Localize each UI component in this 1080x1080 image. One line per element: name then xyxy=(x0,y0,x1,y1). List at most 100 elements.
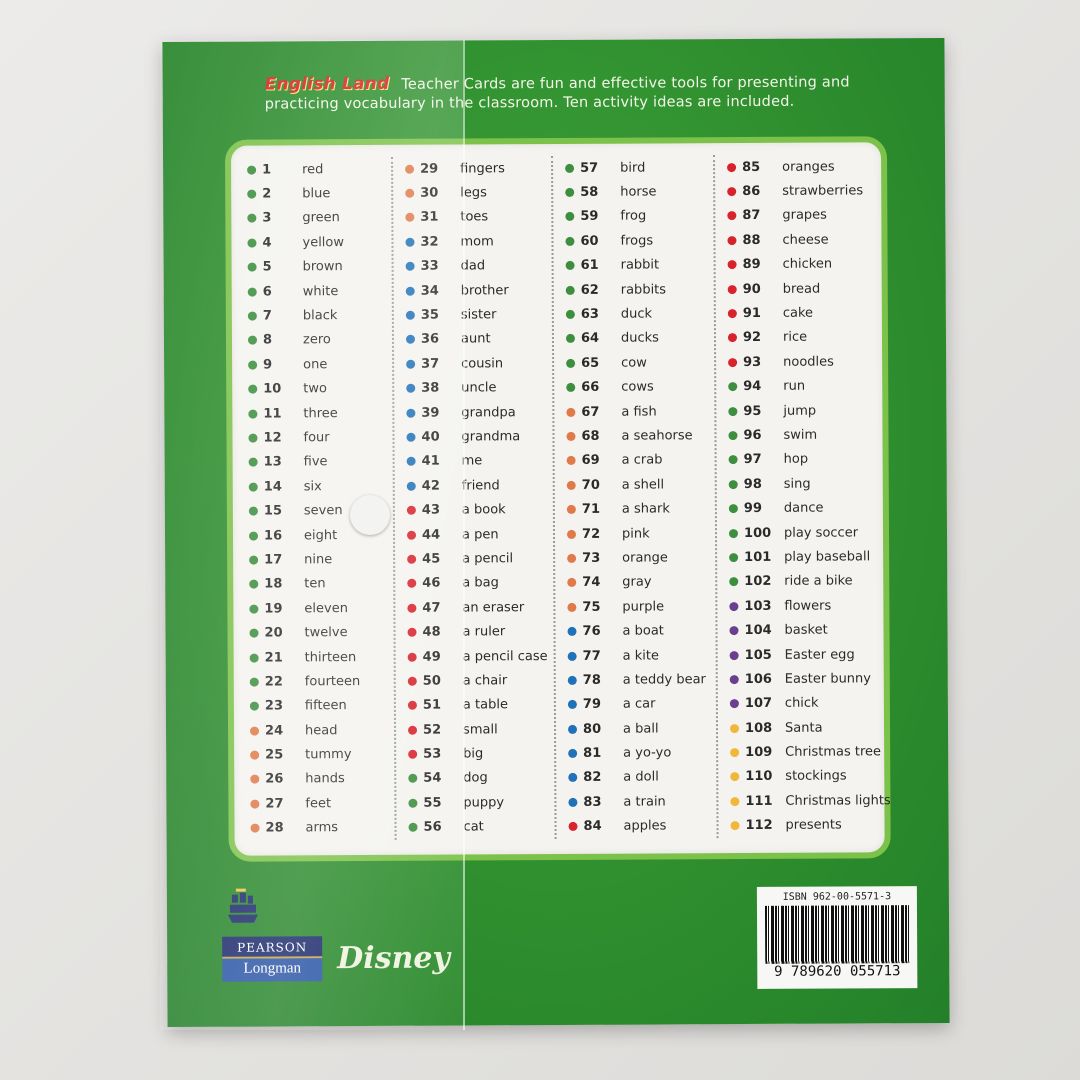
category-dot-icon xyxy=(729,650,739,660)
category-dot-icon xyxy=(249,677,259,687)
item-number: 53 xyxy=(423,746,442,762)
item-number: 23 xyxy=(264,698,284,714)
item-word: ducks xyxy=(620,330,659,347)
item-word: presents xyxy=(785,817,842,834)
book-back-cover: English Land Teacher Cards are fun and ef… xyxy=(162,37,950,1028)
vocab-item: 66 cows xyxy=(554,375,710,400)
item-word: green xyxy=(302,210,340,226)
item-word: me xyxy=(461,453,483,469)
category-dot-icon xyxy=(406,505,416,515)
item-number: 30 xyxy=(420,185,439,201)
vocab-item: 72 pink xyxy=(555,521,711,546)
category-dot-icon xyxy=(566,480,576,490)
category-dot-icon xyxy=(407,676,417,686)
vocab-item: 53 big xyxy=(396,741,552,766)
ean-number: 9 789620 055713 xyxy=(774,963,901,980)
item-word: a shark xyxy=(621,501,670,517)
category-dot-icon xyxy=(405,310,415,320)
category-dot-icon xyxy=(729,699,739,709)
category-dot-icon xyxy=(406,481,416,491)
vocab-item: 90 bread xyxy=(716,276,872,301)
item-word: grandma xyxy=(461,429,521,445)
item-number: 44 xyxy=(421,527,441,543)
item-word: one xyxy=(303,357,328,373)
item-word: rabbits xyxy=(620,282,667,298)
category-dot-icon xyxy=(249,701,259,711)
category-dot-icon xyxy=(728,528,739,538)
vocab-item: 86 strawberries xyxy=(715,179,871,204)
category-dot-icon xyxy=(248,384,258,394)
item-number: 5 xyxy=(262,259,272,275)
sleeve-clasp-button[interactable] xyxy=(350,495,390,535)
vocab-item: 109 Christmas tree xyxy=(718,740,881,765)
category-dot-icon xyxy=(728,406,738,416)
vocab-item: 83 a train xyxy=(556,789,712,814)
item-number: 111 xyxy=(745,793,773,809)
barcode xyxy=(764,905,910,964)
category-dot-icon xyxy=(567,700,577,710)
category-dot-icon xyxy=(247,311,257,321)
vocab-item: 100 play soccer xyxy=(717,520,873,545)
vocab-item: 27 feet xyxy=(238,791,396,816)
vocab-item: 58 horse xyxy=(553,180,709,205)
category-dot-icon xyxy=(248,433,258,443)
item-number: 73 xyxy=(582,550,601,566)
item-number: 6 xyxy=(262,284,272,300)
vocab-item: 21 thirteen xyxy=(238,645,396,670)
item-number: 8 xyxy=(262,332,273,348)
item-word: Easter bunny xyxy=(784,671,872,687)
item-word: blue xyxy=(302,186,331,202)
category-dot-icon xyxy=(730,796,740,806)
category-dot-icon xyxy=(249,555,259,565)
vocab-item: 51 a table xyxy=(396,693,552,718)
vocab-item: 2 blue xyxy=(235,181,393,206)
vocab-item: 82 a doll xyxy=(556,765,712,790)
item-number: 40 xyxy=(421,429,440,445)
item-number: 55 xyxy=(423,795,442,811)
category-dot-icon xyxy=(727,333,738,343)
vocab-item: 88 cheese xyxy=(715,228,871,253)
category-dot-icon xyxy=(730,821,740,831)
category-dot-icon xyxy=(565,309,575,319)
item-number: 112 xyxy=(745,818,773,834)
item-number: 13 xyxy=(263,454,282,470)
item-word: purple xyxy=(622,599,665,615)
category-dot-icon xyxy=(565,236,575,246)
category-dot-icon xyxy=(568,773,578,783)
vocab-item: 41 me xyxy=(395,449,551,474)
vocab-item: 46 a bag xyxy=(395,571,551,596)
category-dot-icon xyxy=(568,797,578,807)
item-word: strawberries xyxy=(782,183,864,199)
category-dot-icon xyxy=(408,749,418,759)
vocab-item: 92 rice xyxy=(716,325,872,350)
item-word: white xyxy=(302,283,339,299)
item-word: a car xyxy=(622,696,656,712)
vocab-item: 26 hands xyxy=(238,767,396,792)
vocab-item: 57 bird xyxy=(553,155,709,180)
item-word: three xyxy=(303,405,338,421)
item-word: head xyxy=(304,722,338,738)
vocab-item: 9 one xyxy=(236,352,394,377)
category-dot-icon xyxy=(406,530,417,540)
category-dot-icon xyxy=(249,653,259,663)
item-number: 56 xyxy=(423,819,442,835)
item-word: chicken xyxy=(782,256,833,273)
item-word: swim xyxy=(783,427,818,443)
item-word: orange xyxy=(622,550,668,566)
category-dot-icon xyxy=(248,409,258,419)
category-dot-icon xyxy=(729,674,739,684)
longman-label: Longman xyxy=(222,958,323,982)
item-number: 66 xyxy=(581,379,600,396)
item-number: 11 xyxy=(263,406,282,422)
vocab-item: 104 basket xyxy=(717,618,873,643)
vocab-item: 47 an eraser xyxy=(395,595,551,620)
vocab-item: 10 two xyxy=(236,376,394,401)
category-dot-icon xyxy=(407,701,417,711)
vocab-item: 93 noodles xyxy=(716,349,872,374)
item-number: 39 xyxy=(421,405,440,421)
vocab-item: 77 a kite xyxy=(556,643,712,668)
item-number: 51 xyxy=(422,697,442,713)
item-word: a train xyxy=(623,794,666,810)
item-number: 37 xyxy=(421,356,440,372)
item-number: 27 xyxy=(265,796,284,812)
